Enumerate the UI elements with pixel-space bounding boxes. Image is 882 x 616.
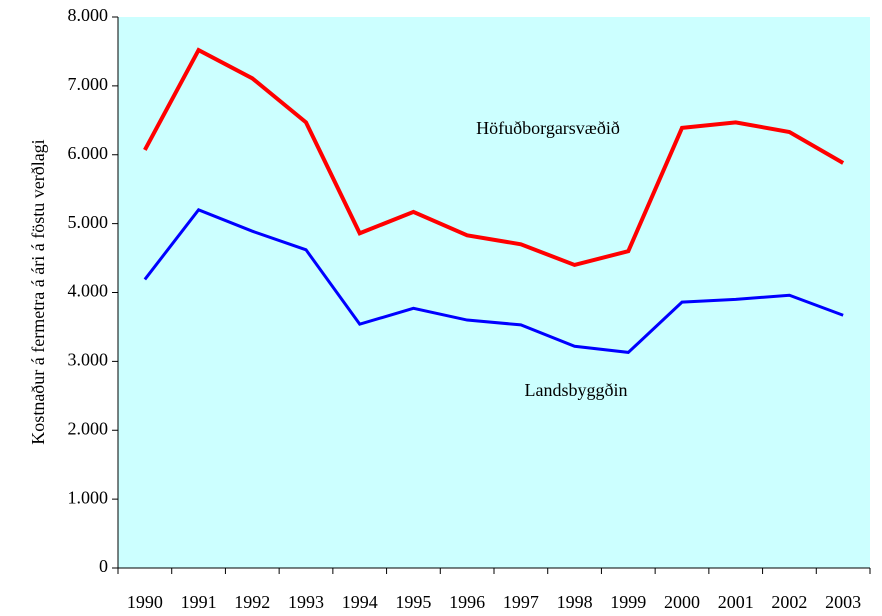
x-tick-label: 2001 bbox=[718, 592, 754, 612]
series-label: Höfuðborgarsvæðið bbox=[476, 118, 620, 138]
x-tick-label: 1995 bbox=[395, 592, 431, 612]
x-tick-label: 2002 bbox=[771, 592, 807, 612]
y-tick-label: 2.000 bbox=[68, 418, 109, 438]
x-tick-label: 1990 bbox=[127, 592, 163, 612]
y-tick-label: 3.000 bbox=[68, 350, 109, 370]
x-tick-label: 1991 bbox=[181, 592, 217, 612]
y-tick-label: 6.000 bbox=[68, 143, 109, 163]
x-tick-label: 1996 bbox=[449, 592, 485, 612]
y-tick-label: 7.000 bbox=[68, 74, 109, 94]
x-tick-label: 1993 bbox=[288, 592, 324, 612]
series-label: Landsbyggðin bbox=[525, 380, 628, 400]
x-tick-label: 1998 bbox=[557, 592, 593, 612]
y-tick-label: 4.000 bbox=[68, 281, 109, 301]
plot-area bbox=[118, 17, 870, 568]
series-line bbox=[143, 208, 844, 354]
y-axis-label: Kostnaður á fermetra á ári á föstu verðl… bbox=[28, 139, 48, 444]
x-tick-label: 1997 bbox=[503, 592, 539, 612]
series-line bbox=[143, 47, 845, 268]
x-tick-label: 1992 bbox=[234, 592, 270, 612]
x-tick-label: 1999 bbox=[610, 592, 646, 612]
x-tick-label: 1994 bbox=[342, 592, 378, 612]
x-tick-label: 2000 bbox=[664, 592, 700, 612]
y-tick-label: 1.000 bbox=[68, 487, 109, 507]
y-tick-label: 0 bbox=[99, 556, 108, 576]
y-tick-label: 8.000 bbox=[68, 5, 109, 25]
y-tick-label: 5.000 bbox=[68, 212, 109, 232]
x-tick-label: 2003 bbox=[825, 592, 861, 612]
